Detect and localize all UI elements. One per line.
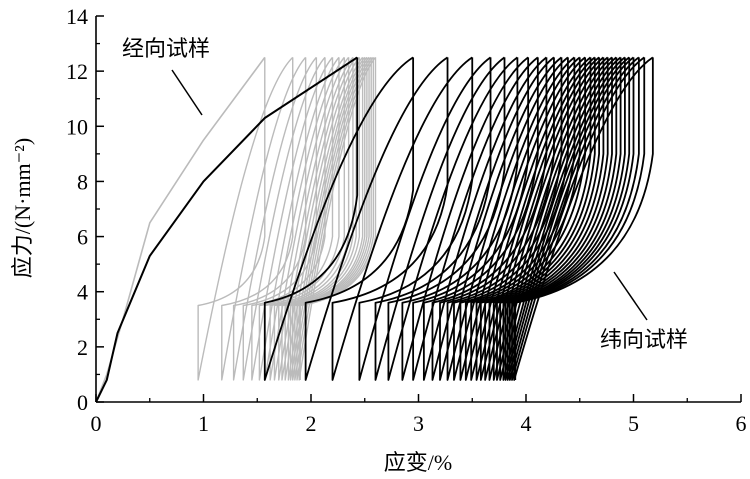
series-warp bbox=[95, 56, 377, 403]
loading-cycle bbox=[374, 56, 506, 381]
loading-cycle bbox=[475, 56, 596, 381]
y-tick-label: 4 bbox=[77, 280, 88, 305]
loading-cycle bbox=[289, 56, 368, 381]
x-axis-label: 应变/% bbox=[384, 450, 452, 475]
loading-cycle bbox=[298, 56, 377, 381]
loading-cycle bbox=[221, 56, 307, 381]
loading-cycle bbox=[287, 56, 366, 381]
loading-cycle bbox=[459, 56, 581, 381]
loading-cycle bbox=[504, 56, 630, 381]
y-tick-label: 14 bbox=[66, 4, 88, 29]
loading-cycle bbox=[281, 56, 360, 381]
loading-cycle bbox=[514, 57, 654, 380]
annotation-warp: 经向试样 bbox=[122, 37, 210, 62]
series-weft bbox=[95, 56, 654, 403]
loading-cycle bbox=[304, 56, 449, 381]
x-tick-label: 5 bbox=[628, 411, 639, 436]
loading-cycle bbox=[492, 56, 613, 381]
loading-cycle bbox=[484, 56, 604, 381]
loading-cycle bbox=[499, 56, 622, 381]
loading-cycle bbox=[269, 56, 350, 381]
x-tick-label: 2 bbox=[306, 411, 317, 436]
loading-cycle bbox=[263, 56, 414, 381]
annotation-weft-leader bbox=[613, 271, 648, 321]
y-tick-label: 2 bbox=[77, 335, 88, 360]
loading-cycle bbox=[488, 56, 609, 381]
y-tick-label: 10 bbox=[66, 114, 88, 139]
loading-cycle bbox=[496, 56, 617, 381]
annotation-weft: 纬向试样 bbox=[600, 328, 688, 353]
initial-loading-curve bbox=[95, 56, 266, 403]
y-tick-label: 8 bbox=[77, 169, 88, 194]
loading-cycle bbox=[431, 56, 555, 381]
x-tick-label: 4 bbox=[521, 411, 532, 436]
loading-cycle bbox=[511, 56, 645, 381]
x-tick-label: 3 bbox=[413, 411, 424, 436]
loading-cycle bbox=[422, 56, 547, 381]
loading-cycle bbox=[506, 56, 635, 381]
loading-cycle bbox=[513, 56, 654, 381]
y-tick-label: 6 bbox=[77, 225, 88, 250]
x-tick-label: 0 bbox=[91, 411, 102, 436]
y-tick-label: 12 bbox=[66, 59, 88, 84]
loading-cycle bbox=[453, 56, 575, 381]
initial-loading-curve bbox=[95, 56, 358, 403]
loading-cycle bbox=[508, 56, 640, 381]
loading-cycle bbox=[296, 56, 374, 381]
loading-cycle bbox=[294, 56, 372, 381]
y-tick-label: 0 bbox=[77, 390, 88, 415]
x-tick-label: 1 bbox=[198, 411, 209, 436]
loading-cycle bbox=[412, 56, 539, 381]
loading-cycle bbox=[232, 56, 317, 381]
loading-cycle bbox=[358, 56, 492, 381]
loading-cycle bbox=[439, 56, 563, 381]
loading-cycle bbox=[470, 56, 592, 381]
loading-cycle bbox=[258, 56, 340, 381]
x-tick-label: 6 bbox=[736, 411, 747, 436]
annotation-warp-leader bbox=[171, 69, 203, 116]
loading-cycle bbox=[401, 56, 529, 381]
plot-area bbox=[95, 56, 654, 403]
loading-cycle bbox=[479, 56, 600, 381]
loading-cycle bbox=[446, 56, 569, 381]
loading-cycle bbox=[502, 56, 626, 381]
loading-cycle bbox=[197, 56, 294, 381]
y-axis-label: 应力/(N·mm⁻²) bbox=[10, 138, 35, 278]
